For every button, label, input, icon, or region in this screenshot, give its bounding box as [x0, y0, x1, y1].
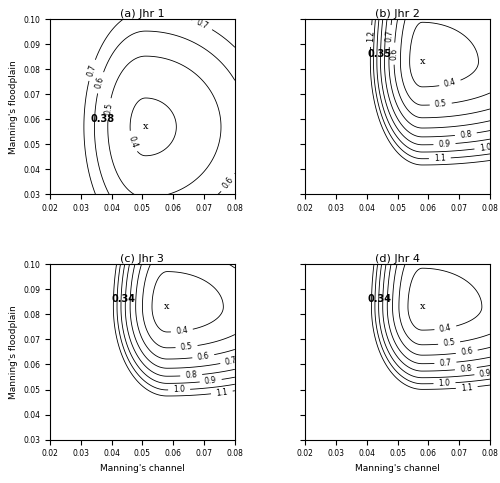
X-axis label: Manning's channel: Manning's channel: [355, 464, 440, 473]
Text: 0.8: 0.8: [460, 364, 472, 374]
Text: x: x: [164, 302, 170, 312]
Text: 0.6: 0.6: [94, 76, 106, 90]
Text: 1.0: 1.0: [173, 385, 186, 395]
Text: 0.7: 0.7: [385, 29, 395, 43]
Text: x: x: [420, 302, 425, 312]
Text: 1.1: 1.1: [460, 383, 473, 393]
Title: (b) Jhr 2: (b) Jhr 2: [375, 9, 420, 18]
Text: 0.6: 0.6: [196, 351, 210, 362]
Text: 0.34: 0.34: [112, 295, 136, 304]
Text: 0.5: 0.5: [434, 99, 447, 109]
Text: 0.8: 0.8: [460, 129, 472, 140]
Text: 0.6: 0.6: [460, 347, 473, 357]
Text: 0.7: 0.7: [86, 63, 98, 77]
Text: 0.6: 0.6: [221, 175, 236, 190]
Text: x: x: [143, 122, 148, 131]
Text: 0.4: 0.4: [438, 323, 452, 334]
Text: 0.4: 0.4: [176, 326, 188, 336]
Title: (d) Jhr 4: (d) Jhr 4: [375, 254, 420, 264]
X-axis label: Manning's channel: Manning's channel: [100, 464, 185, 473]
Text: 1.1: 1.1: [434, 154, 446, 163]
Title: (c) Jhr 3: (c) Jhr 3: [120, 254, 164, 264]
Text: 0.35: 0.35: [367, 49, 391, 59]
Text: 0.6: 0.6: [390, 47, 399, 60]
Title: (a) Jhr 1: (a) Jhr 1: [120, 9, 164, 18]
Text: x: x: [420, 57, 425, 66]
Text: 0.9: 0.9: [438, 140, 451, 149]
Text: 0.5: 0.5: [180, 342, 193, 352]
Text: 1.2: 1.2: [366, 30, 376, 42]
Text: 0.38: 0.38: [90, 114, 114, 124]
Text: 0.9: 0.9: [204, 376, 218, 386]
Text: 0.4: 0.4: [126, 134, 138, 149]
Text: 1.0: 1.0: [438, 379, 450, 388]
Y-axis label: Manning's floodplain: Manning's floodplain: [8, 305, 18, 399]
Y-axis label: Manning's floodplain: Manning's floodplain: [8, 60, 18, 154]
Text: 0.5: 0.5: [104, 102, 115, 116]
Text: 0.7: 0.7: [224, 355, 238, 367]
Text: 0.8: 0.8: [185, 370, 198, 380]
Text: 1.0: 1.0: [479, 142, 492, 153]
Text: 0.7: 0.7: [439, 358, 452, 368]
Text: 0.7: 0.7: [195, 18, 210, 31]
Text: 0.34: 0.34: [367, 295, 391, 304]
Text: 0.9: 0.9: [478, 368, 492, 379]
Text: 1.1: 1.1: [216, 387, 228, 398]
Text: 0.4: 0.4: [443, 78, 457, 89]
Text: 0.5: 0.5: [442, 338, 456, 348]
